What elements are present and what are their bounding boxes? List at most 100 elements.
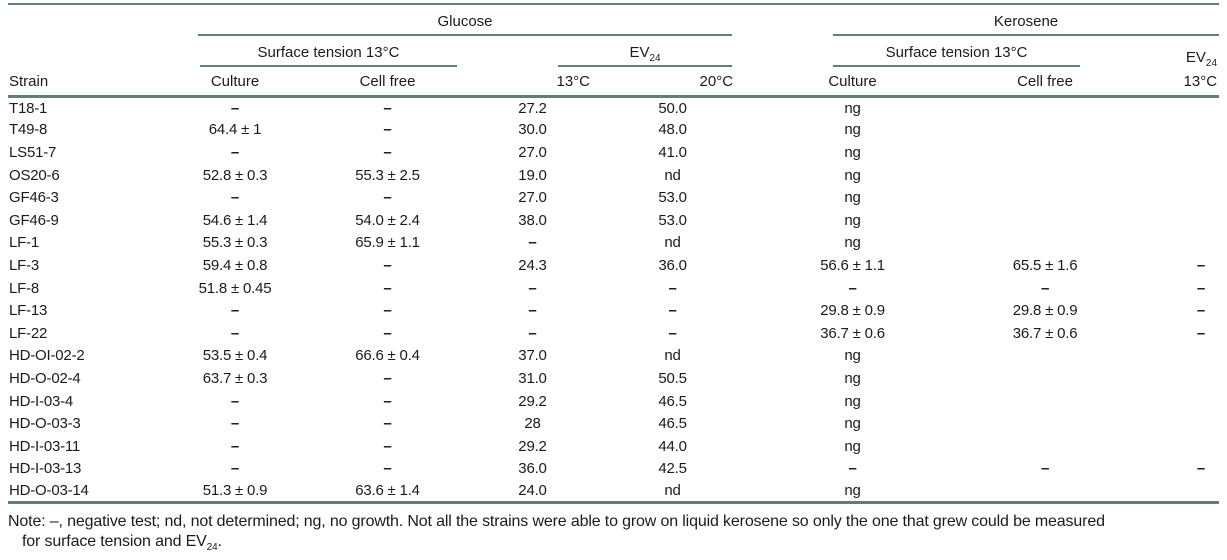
- header-spacer: [8, 4, 160, 36]
- cell-ev24-13c-kerosene: [1130, 345, 1219, 368]
- cell-strain: HD-O-02-4: [9, 369, 81, 387]
- table-row: LF-1 55.3 ± 0.3 65.9 ± 1.1 – nd ng: [8, 232, 1219, 255]
- header-cell-free-glucose: Cell free: [359, 72, 416, 90]
- cell-strain: LF-1: [9, 234, 40, 252]
- cell-ev24-20c-glucose: –: [668, 324, 677, 342]
- cell-culture-kerosene: ng: [844, 347, 861, 365]
- table-row: LS51-7 – – 27.0 41.0 ng: [8, 141, 1219, 164]
- cell-culture-glucose: 51.3 ± 0.9: [202, 482, 268, 500]
- table-row: GF46-9 54.6 ± 1.4 54.0 ± 2.4 38.0 53.0 n…: [8, 209, 1219, 232]
- cell-culture-kerosene: –: [848, 460, 857, 478]
- cell-ev24-13c-kerosene: [1130, 390, 1219, 413]
- cell-ev24-13c-kerosene: –: [1196, 324, 1206, 342]
- cell-ev24-20c-glucose: 36.0: [658, 256, 687, 274]
- cell-ev24-20c-glucose: 42.5: [658, 460, 687, 478]
- cell-strain: LF-22: [9, 324, 48, 342]
- cell-culture-glucose: –: [230, 324, 240, 342]
- cell-ev24-13c-glucose: –: [528, 279, 537, 297]
- table-row: GF46-3 – – 27.0 53.0 ng: [8, 186, 1219, 209]
- cell-culture-kerosene: 29.8 ± 0.9: [820, 302, 885, 320]
- cell-cell-free-glucose: –: [383, 392, 392, 410]
- cell-cell-free-kerosene: [960, 367, 1130, 390]
- cell-ev24-13c-kerosene: [1130, 480, 1219, 503]
- cell-strain: HD-I-03-4: [9, 392, 74, 410]
- cell-ev24-20c-glucose: 46.5: [658, 392, 687, 410]
- cell-ev24-13c-glucose: –: [528, 302, 537, 320]
- cell-cell-free-glucose: –: [383, 302, 392, 320]
- table-row: LF-8 51.8 ± 0.45 – – – – – –: [8, 277, 1219, 300]
- cell-ev24-20c-glucose: 48.0: [658, 121, 687, 139]
- cell-culture-kerosene: ng: [844, 369, 861, 387]
- header-surface-tension-glucose: Surface tension 13°C: [160, 36, 465, 67]
- cell-culture-glucose: 63.7 ± 0.3: [202, 369, 268, 387]
- table-row: LF-13 – – – – 29.8 ± 0.9 29.8 ± 0.9 –: [8, 299, 1219, 322]
- cell-cell-free-kerosene: –: [1040, 460, 1050, 478]
- cell-culture-kerosene: ng: [844, 482, 861, 500]
- cell-cell-free-glucose: –: [383, 143, 392, 161]
- cell-ev24-20c-glucose: 53.0: [658, 189, 687, 207]
- cell-culture-glucose: 59.4 ± 0.8: [202, 256, 268, 274]
- header-cell-free-kerosene: Cell free: [1017, 72, 1073, 90]
- cell-ev24-13c-glucose: 28: [524, 415, 541, 433]
- table-row: HD-I-03-11 – – 29.2 44.0 ng: [8, 435, 1219, 458]
- header-group-glucose: Glucose: [160, 4, 745, 36]
- cell-ev24-13c-kerosene: [1130, 96, 1219, 119]
- table-row: LF-22 – – – – 36.7 ± 0.6 36.7 ± 0.6 –: [8, 322, 1219, 345]
- cell-ev24-13c-kerosene: [1130, 232, 1219, 255]
- cell-culture-kerosene: ng: [844, 143, 861, 161]
- cell-ev24-13c-kerosene: [1130, 209, 1219, 232]
- cell-cell-free-kerosene: 29.8 ± 0.9: [1012, 302, 1078, 320]
- header-spacer: [8, 36, 160, 67]
- cell-ev24-20c-glucose: 50.5: [658, 369, 687, 387]
- cell-strain: LF-13: [9, 302, 48, 320]
- cell-cell-free-kerosene: [960, 412, 1130, 435]
- cell-cell-free-glucose: 63.6 ± 1.4: [355, 482, 420, 500]
- cell-cell-free-kerosene: [960, 164, 1130, 187]
- strains-table: Glucose Kerosene Surface tension 13°C EV…: [8, 3, 1220, 504]
- cell-culture-glucose: –: [230, 143, 240, 161]
- cell-cell-free-glucose: 65.9 ± 1.1: [355, 234, 420, 252]
- ev-subscript: 24: [206, 542, 218, 554]
- cell-culture-glucose: 64.4 ± 1: [208, 121, 262, 139]
- cell-ev24-13c-kerosene: [1130, 435, 1219, 458]
- cell-culture-kerosene: ng: [844, 211, 861, 229]
- cell-culture-kerosene: ng: [844, 99, 861, 117]
- cell-strain: LF-8: [9, 279, 40, 297]
- cell-strain: GF46-9: [9, 211, 59, 229]
- cell-cell-free-glucose: –: [383, 256, 392, 274]
- cell-cell-free-kerosene: –: [1040, 279, 1050, 297]
- table-row: HD-I-03-4 – – 29.2 46.5 ng: [8, 390, 1219, 413]
- cell-culture-kerosene: ng: [844, 166, 861, 184]
- cell-cell-free-glucose: –: [383, 189, 392, 207]
- cell-culture-kerosene: –: [848, 279, 857, 297]
- cell-ev24-13c-kerosene: [1130, 412, 1219, 435]
- cell-ev24-13c-glucose: –: [528, 324, 537, 342]
- cell-cell-free-glucose: –: [383, 324, 392, 342]
- cell-strain: HD-O-03-14: [9, 482, 89, 500]
- table-row: HD-O-03-14 51.3 ± 0.9 63.6 ± 1.4 24.0 nd…: [8, 480, 1219, 503]
- cell-ev24-13c-glucose: 30.0: [518, 121, 547, 139]
- cell-culture-glucose: 51.8 ± 0.45: [198, 279, 272, 297]
- cell-cell-free-glucose: –: [383, 279, 392, 297]
- header-surface-tension-kerosene: Surface tension 13°C: [745, 36, 1130, 67]
- note-line-2-period: .: [217, 533, 222, 551]
- cell-ev24-13c-glucose: 37.0: [518, 347, 547, 365]
- cell-cell-free-kerosene: [960, 209, 1130, 232]
- cell-strain: HD-O-03-3: [9, 415, 81, 433]
- cell-culture-kerosene: ng: [844, 415, 861, 433]
- glucose-label: Glucose: [198, 14, 733, 36]
- cell-cell-free-glucose: –: [383, 437, 392, 455]
- group-header-row: Glucose Kerosene: [8, 4, 1220, 36]
- ev-text: EV: [629, 44, 650, 61]
- cell-ev24-20c-glucose: 50.0: [658, 99, 687, 117]
- table-row: HD-O-03-3 – – 28 46.5 ng: [8, 412, 1219, 435]
- cell-culture-glucose: –: [230, 415, 240, 433]
- cell-ev24-13c-glucose: 27.0: [518, 143, 547, 161]
- cell-cell-free-kerosene: [960, 390, 1130, 413]
- table-header: Glucose Kerosene Surface tension 13°C EV…: [8, 4, 1220, 96]
- cell-culture-glucose: –: [230, 392, 240, 410]
- cell-strain: LS51-7: [9, 143, 57, 161]
- cell-ev24-13c-glucose: 29.2: [518, 392, 547, 410]
- table-row: OS20-6 52.8 ± 0.3 55.3 ± 2.5 19.0 nd ng: [8, 164, 1219, 187]
